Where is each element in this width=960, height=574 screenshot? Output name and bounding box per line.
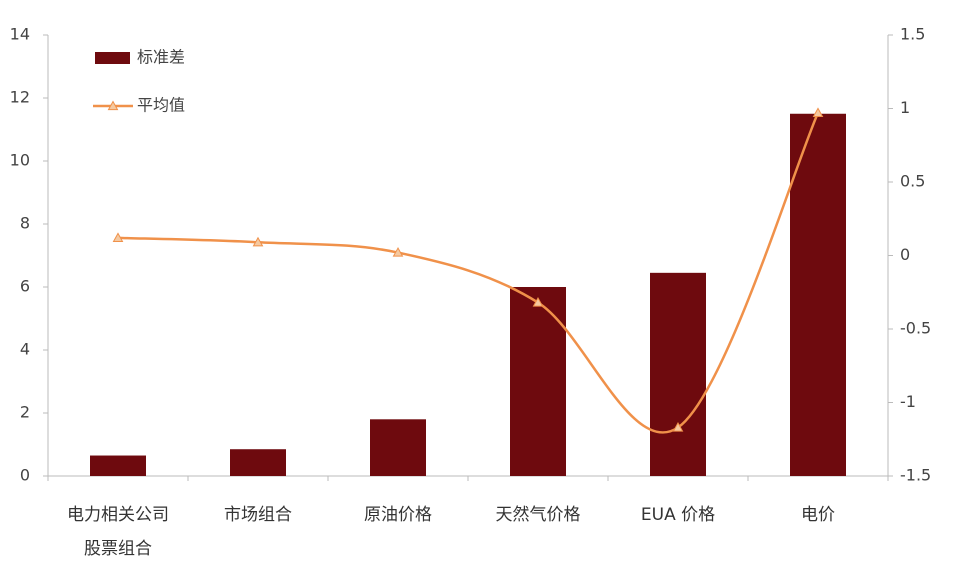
line-marker <box>112 232 124 242</box>
x-tick-label: 原油价格 <box>364 505 432 525</box>
x-tick-label: 电价 <box>801 505 835 525</box>
y2-tick-label: 0.5 <box>900 172 925 191</box>
x-tick-label: EUA 价格 <box>640 505 716 525</box>
line-marker <box>812 107 824 118</box>
y2-tick-label: 1 <box>900 98 910 117</box>
bar <box>230 449 286 476</box>
line-marker <box>392 247 404 257</box>
y2-tick-label: -1 <box>900 392 916 411</box>
x-tick-label: 市场组合 <box>224 505 292 525</box>
y-tick-label: 2 <box>20 403 30 422</box>
y2-tick-label: 0 <box>900 245 910 264</box>
y-tick-label: 14 <box>10 25 30 44</box>
y2-tick-label: 1.5 <box>900 25 925 44</box>
y-tick-label: 10 <box>10 151 30 170</box>
y2-tick-label: -1.5 <box>900 466 931 485</box>
y-tick-label: 12 <box>10 88 30 107</box>
x-tick-label: 天然气价格 <box>495 505 581 525</box>
legend-label: 平均值 <box>137 96 185 115</box>
bar <box>90 455 146 476</box>
legend-label: 标准差 <box>137 48 185 67</box>
y-tick-label: 8 <box>20 214 30 233</box>
x-tick-label: 电力相关公司股票组合 <box>67 505 169 559</box>
y-tick-label: 4 <box>20 340 30 359</box>
legend-swatch <box>95 52 130 64</box>
y-tick-label: 0 <box>20 466 30 485</box>
bar <box>790 113 846 476</box>
y2-tick-label: -0.5 <box>900 319 931 338</box>
bar <box>370 419 426 476</box>
line-marker <box>672 421 684 432</box>
bar <box>510 287 566 476</box>
line-marker <box>252 236 264 247</box>
line-marker <box>532 297 544 307</box>
legend-swatch <box>107 100 119 111</box>
y-tick-label: 6 <box>20 277 30 296</box>
bar <box>650 272 706 476</box>
line <box>117 112 820 434</box>
